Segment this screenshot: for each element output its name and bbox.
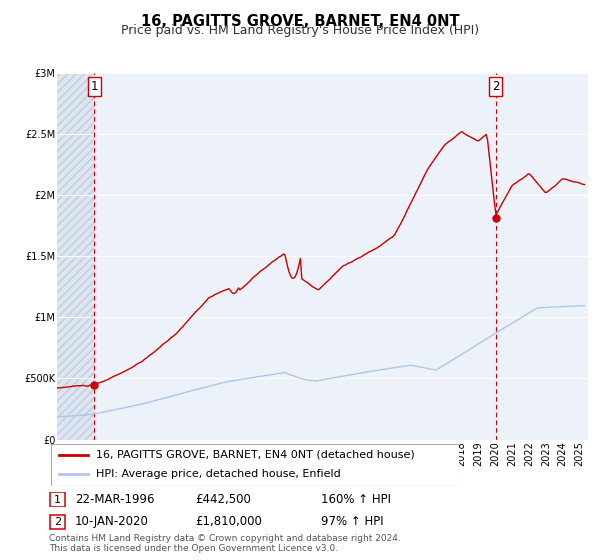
Text: 1: 1 [54,494,61,505]
Text: Price paid vs. HM Land Registry's House Price Index (HPI): Price paid vs. HM Land Registry's House … [121,24,479,36]
Text: 22-MAR-1996: 22-MAR-1996 [75,493,155,506]
Bar [57,73,94,440]
Text: 2: 2 [492,80,500,93]
Text: £1,810,000: £1,810,000 [195,515,262,529]
Text: Contains HM Land Registry data © Crown copyright and database right 2024.: Contains HM Land Registry data © Crown c… [49,534,401,543]
Text: 97% ↑ HPI: 97% ↑ HPI [321,515,383,529]
Text: 160% ↑ HPI: 160% ↑ HPI [321,493,391,506]
Text: 16, PAGITTS GROVE, BARNET, EN4 0NT: 16, PAGITTS GROVE, BARNET, EN4 0NT [140,14,460,29]
Bar [57,73,94,440]
Text: HPI: Average price, detached house, Enfield: HPI: Average price, detached house, Enfi… [96,469,341,479]
Text: This data is licensed under the Open Government Licence v3.0.: This data is licensed under the Open Gov… [49,544,338,553]
Text: 2: 2 [54,517,61,527]
Text: 16, PAGITTS GROVE, BARNET, EN4 0NT (detached house): 16, PAGITTS GROVE, BARNET, EN4 0NT (deta… [96,450,415,460]
Text: 10-JAN-2020: 10-JAN-2020 [75,515,149,529]
Text: £442,500: £442,500 [195,493,251,506]
Text: 1: 1 [91,80,98,93]
